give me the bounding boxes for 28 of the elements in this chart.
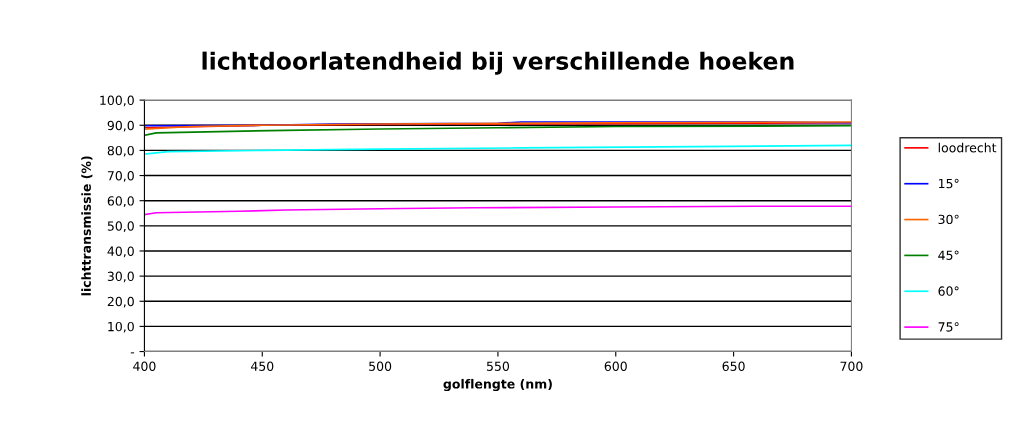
y-tick-label: 60,0 [107, 196, 134, 207]
y-tick-label: - [130, 352, 135, 354]
x-tick-label: 550 [486, 361, 510, 371]
y-tick-label: 80,0 [107, 145, 134, 157]
y-tick-label: 100,0 [100, 95, 134, 107]
y-tick-label: 30,0 [107, 271, 134, 283]
legend-label: 45° [938, 250, 959, 260]
y-tick-label: 90,0 [107, 120, 134, 132]
y-tick-label: 50,0 [107, 221, 134, 233]
x-tick-label: 400 [133, 361, 156, 371]
y-axis-title: lichttransmissie (%) [81, 156, 93, 296]
legend-label: loodrecht [938, 142, 997, 153]
y-tick-label: 10,0 [108, 321, 134, 333]
chart-title: lichtdoorlatendheid bij verschillende hoeken [202, 51, 794, 75]
x-axis-title: golflengte (nm) [443, 378, 552, 392]
y-tick-label: 20,0 [107, 296, 134, 308]
legend-label: 30° [938, 214, 959, 225]
x-tick-label: 450 [250, 361, 274, 371]
line-series [144, 205, 852, 216]
y-tick-label: 70,0 [107, 171, 134, 182]
y-tick-label: 40,0 [107, 246, 134, 258]
legend-label: 75° [938, 322, 959, 332]
legend-label: 15° [938, 178, 959, 189]
legend-label: 60° [938, 286, 959, 296]
x-tick-label: 700 [840, 361, 863, 371]
x-tick-label: 650 [722, 361, 745, 371]
x-tick-label: 500 [369, 361, 392, 371]
x-tick-label: 600 [604, 361, 627, 371]
